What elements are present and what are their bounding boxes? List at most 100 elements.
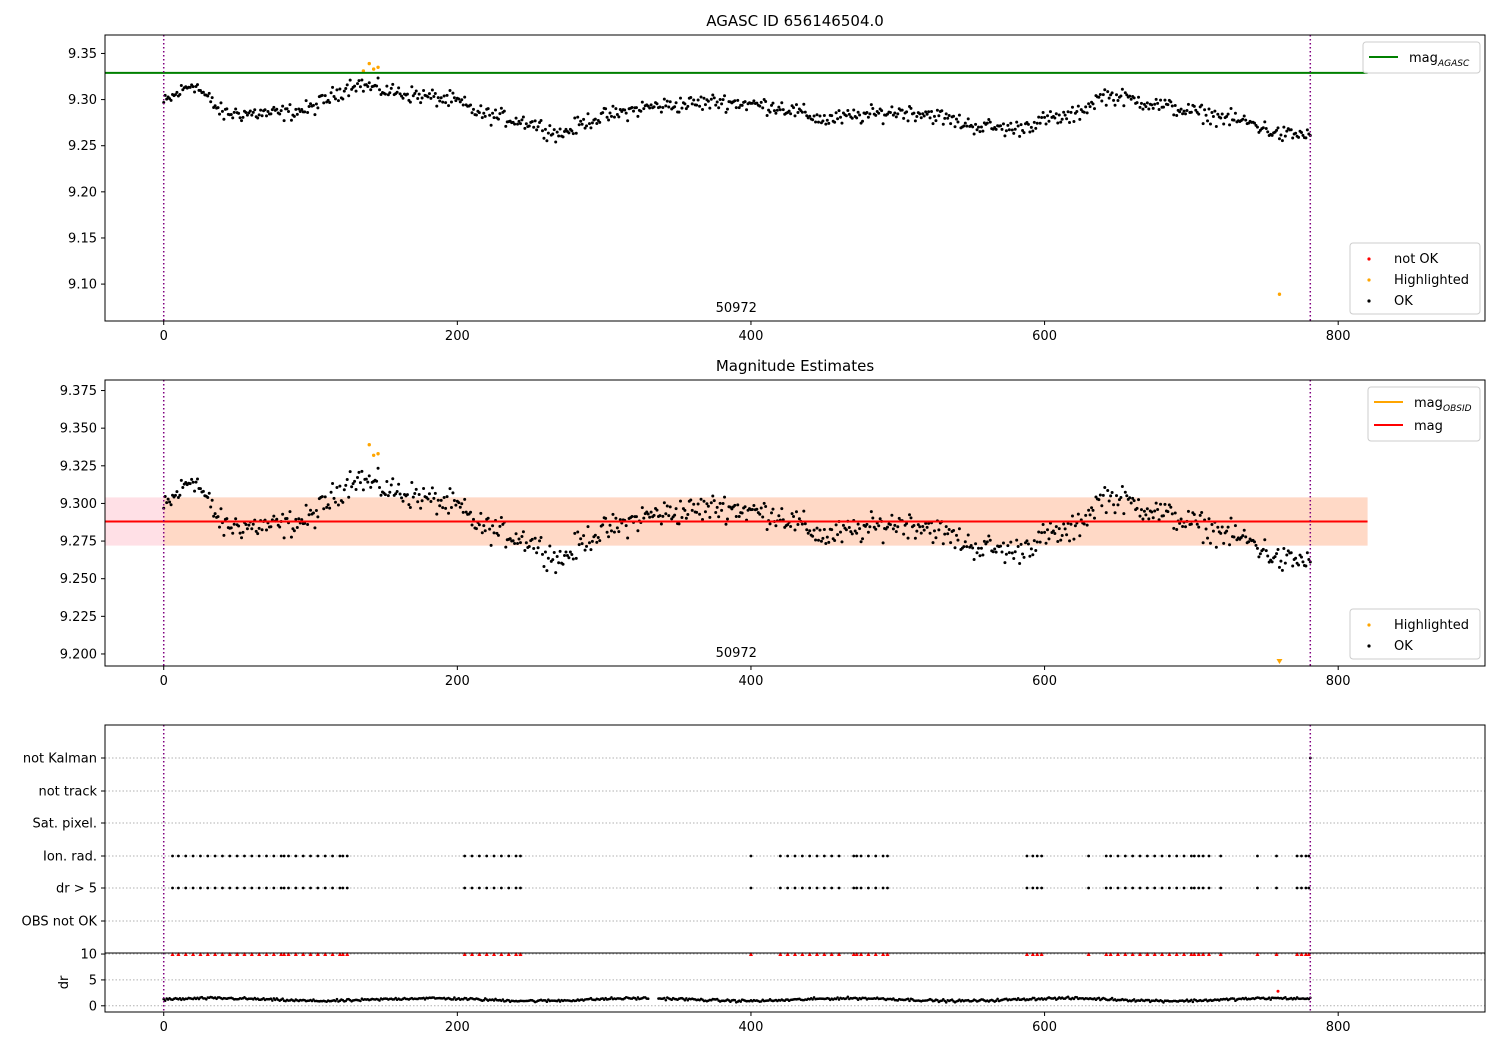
flag-point xyxy=(213,886,217,890)
ok-point xyxy=(1009,121,1013,125)
highlighted-point xyxy=(367,61,371,66)
ok-point xyxy=(427,92,431,96)
ok-point xyxy=(652,513,656,517)
ok-point xyxy=(216,515,220,519)
x-tick-label: 600 xyxy=(1032,329,1057,344)
ok-point xyxy=(925,525,929,529)
dr-point xyxy=(1190,998,1193,1002)
ok-point xyxy=(554,140,558,144)
dr-point xyxy=(378,999,381,1002)
chart-title: Magnitude Estimates xyxy=(716,357,874,375)
ok-point xyxy=(1210,110,1214,114)
flag-point xyxy=(1300,886,1303,890)
ok-point xyxy=(1103,485,1107,489)
ok-point xyxy=(347,94,351,98)
ok-point xyxy=(419,101,423,105)
legend-point-label: Highlighted xyxy=(1394,273,1469,288)
ok-point xyxy=(909,106,913,110)
ok-point xyxy=(306,523,310,527)
ok-point xyxy=(947,527,951,531)
ok-point xyxy=(931,122,935,126)
flag-point xyxy=(177,886,180,890)
ok-point xyxy=(1253,540,1257,544)
ok-point xyxy=(800,110,804,114)
ok-point xyxy=(442,496,446,500)
ok-point xyxy=(994,127,998,131)
flag-point xyxy=(1104,854,1108,858)
ok-point xyxy=(341,97,345,101)
dr-point xyxy=(163,999,167,1002)
ok-point xyxy=(1082,522,1086,526)
ok-point xyxy=(918,525,922,529)
ok-point xyxy=(188,85,192,89)
ok-point xyxy=(1286,549,1290,553)
ok-point xyxy=(417,492,421,496)
ok-point xyxy=(819,539,823,543)
ok-point xyxy=(805,114,809,118)
ok-point xyxy=(648,515,652,519)
ok-point xyxy=(640,100,644,104)
dr-point xyxy=(944,1001,948,1004)
flag-point xyxy=(331,854,334,858)
ok-point xyxy=(488,527,492,531)
ok-point xyxy=(925,112,929,116)
dr-clipped-marker xyxy=(1295,952,1300,957)
ok-point xyxy=(1066,521,1070,525)
flag-point xyxy=(1201,886,1205,890)
ok-point xyxy=(634,515,638,519)
highlighted-point xyxy=(376,65,380,69)
y-tick-label: 9.10 xyxy=(68,278,97,293)
ok-point xyxy=(348,470,352,474)
ok-point xyxy=(1137,95,1141,99)
flag-point xyxy=(1153,886,1157,890)
ok-point xyxy=(1012,557,1016,561)
ok-point xyxy=(915,529,919,533)
ok-point xyxy=(844,528,848,532)
flag-point xyxy=(235,854,239,858)
ok-point xyxy=(596,536,600,540)
flag-point xyxy=(1116,854,1120,858)
ok-point xyxy=(1032,539,1036,543)
ok-point xyxy=(1154,97,1158,101)
dr-clipped-marker xyxy=(778,952,783,957)
ok-point xyxy=(176,496,180,500)
ok-point xyxy=(668,100,672,104)
ok-point xyxy=(1214,545,1218,549)
ok-point xyxy=(796,110,800,114)
dr-clipped-marker xyxy=(1174,952,1179,957)
dr-clipped-marker xyxy=(1207,952,1211,957)
flag-point xyxy=(492,854,496,858)
ok-point xyxy=(786,523,790,527)
ok-point xyxy=(231,531,235,535)
flag-point xyxy=(191,886,195,890)
flag-point xyxy=(492,886,496,890)
ok-point xyxy=(659,110,663,114)
dr-point xyxy=(936,998,939,1002)
flag-point xyxy=(235,886,239,890)
ok-point xyxy=(338,484,342,488)
legend-point-swatch xyxy=(1367,257,1371,261)
ok-point xyxy=(764,505,768,509)
flag-point xyxy=(338,854,342,858)
ok-point xyxy=(1038,540,1042,544)
ok-point xyxy=(540,129,544,133)
ok-point xyxy=(802,102,806,106)
ok-point xyxy=(772,109,776,113)
ok-point xyxy=(1200,510,1204,514)
ok-point xyxy=(888,523,892,527)
ok-point xyxy=(1254,543,1258,547)
ok-point xyxy=(441,100,445,104)
ok-point xyxy=(721,98,725,102)
ok-point xyxy=(787,109,791,113)
ok-point xyxy=(765,527,769,531)
ok-point xyxy=(777,514,781,518)
ok-point xyxy=(1220,112,1224,116)
ok-point xyxy=(764,99,768,103)
ok-point xyxy=(264,528,268,532)
dr-clipped-marker xyxy=(785,952,790,957)
ok-point xyxy=(724,110,728,114)
ok-point xyxy=(919,116,923,120)
ok-point xyxy=(755,101,759,105)
dr-clipped-marker xyxy=(859,952,864,957)
ok-point xyxy=(991,550,995,554)
